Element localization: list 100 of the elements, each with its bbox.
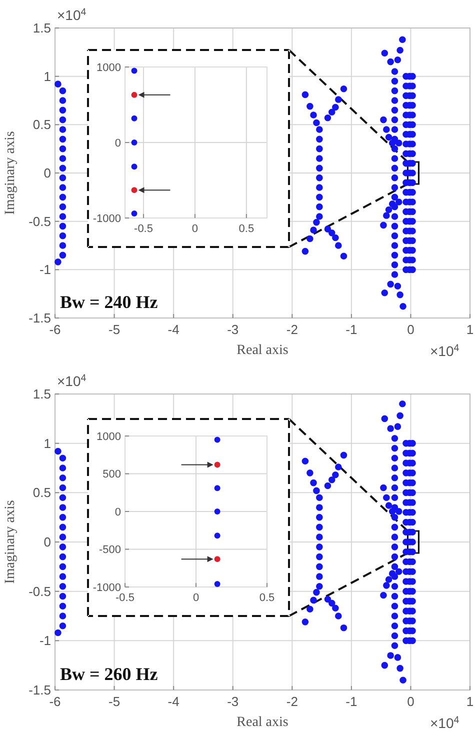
point (59, 524, 66, 531)
x-tick-label: 0 (407, 322, 414, 337)
point (316, 573, 323, 580)
point (394, 56, 402, 64)
text: ×10$^{4}$ (430, 342, 460, 359)
point (387, 652, 394, 659)
point (214, 462, 220, 468)
x-tick-label: -2 (286, 322, 298, 337)
x-tick-label: 0 (192, 223, 198, 235)
x-tick-label: 1 (466, 694, 474, 709)
point (380, 116, 387, 124)
point (391, 194, 398, 201)
point (391, 602, 398, 610)
point (59, 514, 66, 521)
point (59, 573, 66, 580)
x-tick-label: -0.5 (134, 223, 154, 235)
point (391, 544, 398, 550)
point (328, 230, 336, 236)
point (391, 484, 398, 492)
point (59, 484, 66, 492)
point (383, 126, 390, 133)
point (59, 174, 66, 182)
x-tick-label: -3 (227, 694, 239, 709)
point (391, 454, 398, 462)
point (324, 114, 332, 122)
point (302, 248, 309, 255)
point (316, 534, 323, 540)
point (391, 106, 398, 114)
point (334, 242, 342, 249)
point (316, 184, 323, 191)
point (59, 252, 66, 259)
point (391, 563, 398, 570)
point (391, 642, 398, 649)
point (332, 472, 339, 478)
point (381, 50, 388, 57)
point (395, 198, 402, 206)
point (59, 534, 66, 540)
point (328, 600, 336, 607)
y-axis-title: Imaginary axis (3, 500, 18, 584)
point (388, 140, 396, 146)
point (59, 553, 66, 560)
point (306, 470, 314, 476)
point (334, 96, 342, 103)
point (59, 494, 66, 501)
point (131, 187, 138, 194)
x-tick-label: -4 (168, 322, 180, 337)
x-tick-label: -1 (346, 322, 358, 337)
point (391, 232, 398, 240)
x-tick-label: 0.5 (238, 223, 254, 235)
x-tick-label: 0 (192, 592, 200, 604)
point (59, 194, 66, 201)
y-tick-label: 0 (114, 137, 121, 150)
point (391, 435, 398, 442)
point (59, 544, 66, 550)
point (334, 464, 342, 470)
point (391, 78, 398, 85)
point (59, 87, 66, 94)
point (316, 136, 323, 143)
y-tick-label: 500 (102, 468, 121, 481)
point (131, 140, 138, 146)
point (59, 213, 66, 220)
point (302, 618, 309, 626)
point (391, 592, 398, 600)
point (214, 556, 220, 562)
point (316, 514, 323, 521)
point (391, 534, 398, 540)
point (59, 504, 66, 511)
point (313, 119, 320, 126)
point (394, 423, 402, 430)
point (388, 200, 396, 208)
point (383, 582, 390, 589)
point (316, 504, 323, 511)
point (316, 213, 323, 220)
point (316, 164, 323, 172)
point (131, 68, 138, 74)
point (388, 570, 396, 577)
text: ×10$^{4}$ (57, 372, 87, 389)
point (391, 213, 398, 220)
point (391, 622, 398, 630)
y-tick-label: -1000 (92, 212, 121, 225)
point (391, 97, 398, 104)
point (313, 218, 320, 226)
point (385, 134, 392, 141)
point (391, 261, 398, 268)
x-tick-label: -1 (346, 694, 358, 709)
point (59, 145, 66, 152)
point (316, 155, 323, 162)
point (396, 664, 404, 672)
point (391, 164, 398, 172)
point (391, 464, 398, 472)
x-tick-label: -4 (168, 694, 180, 709)
point (391, 145, 398, 152)
point (131, 92, 138, 98)
point (310, 596, 317, 604)
y-tick-label: 0 (114, 506, 121, 518)
point (391, 222, 398, 230)
point (334, 612, 342, 620)
point (59, 474, 66, 482)
y-tick-label: -1000 (92, 582, 121, 594)
y-tick-label: 1000 (96, 62, 121, 74)
